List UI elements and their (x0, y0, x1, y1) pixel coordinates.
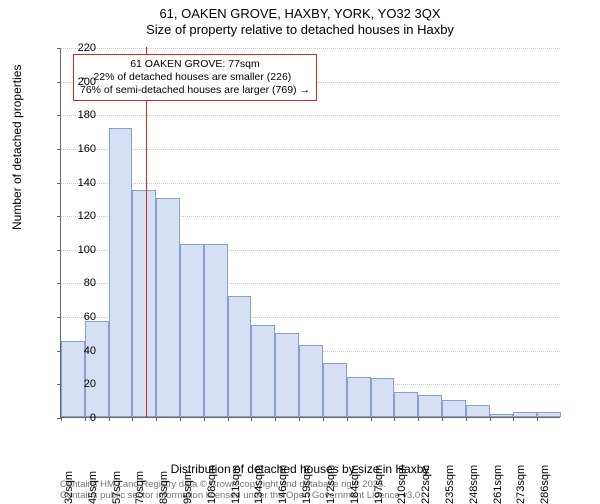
xtick-label: 32sqm (63, 471, 75, 504)
histogram-bar (275, 333, 299, 417)
ytick-mark (57, 82, 61, 83)
histogram-bar (204, 244, 228, 417)
chart-container: 61, OAKEN GROVE, HAXBY, YORK, YO32 3QX S… (0, 0, 600, 500)
title-block: 61, OAKEN GROVE, HAXBY, YORK, YO32 3QX S… (0, 0, 600, 39)
ytick-label: 0 (90, 412, 96, 424)
ytick-mark (57, 317, 61, 318)
plot-area: 61 OAKEN GROVE: 77sqm← 22% of detached h… (60, 48, 560, 418)
histogram-bar (180, 244, 204, 417)
ytick-label: 120 (78, 210, 96, 222)
histogram-bar (323, 363, 347, 417)
histogram-bar (132, 190, 156, 417)
xtick-label: 273sqm (515, 465, 527, 504)
xtick-mark (275, 417, 276, 421)
ytick-label: 200 (78, 76, 96, 88)
ytick-label: 140 (78, 177, 96, 189)
ytick-mark (57, 283, 61, 284)
gridline (61, 183, 560, 184)
xtick-mark (513, 417, 514, 421)
xtick-mark (537, 417, 538, 421)
property-marker-line (146, 47, 147, 417)
histogram-bar (442, 400, 466, 417)
xtick-label: 222sqm (420, 465, 432, 504)
xtick-label: 235sqm (444, 465, 456, 504)
ytick-label: 80 (84, 277, 96, 289)
xtick-label: 286sqm (539, 465, 551, 504)
ytick-label: 180 (78, 109, 96, 121)
xtick-mark (180, 417, 181, 421)
histogram-bar (513, 412, 537, 417)
ytick-label: 40 (84, 345, 96, 357)
histogram-bar (394, 392, 418, 417)
annotation-line2: ← 22% of detached houses are smaller (22… (80, 71, 310, 84)
annotation-line1: 61 OAKEN GROVE: 77sqm (80, 58, 310, 71)
xtick-mark (371, 417, 372, 421)
annotation-line3: 76% of semi-detached houses are larger (… (80, 84, 310, 97)
xtick-mark (109, 417, 110, 421)
ytick-mark (57, 115, 61, 116)
title-line2: Size of property relative to detached ho… (0, 22, 600, 38)
xtick-mark (156, 417, 157, 421)
xtick-label: 248sqm (468, 465, 480, 504)
histogram-bar (156, 198, 180, 417)
histogram-bar (109, 128, 133, 417)
xtick-label: 83sqm (158, 471, 170, 504)
xtick-label: 197sqm (373, 465, 385, 504)
xtick-label: 184sqm (349, 465, 361, 504)
xtick-label: 121sqm (230, 465, 242, 504)
title-line1: 61, OAKEN GROVE, HAXBY, YORK, YO32 3QX (0, 6, 600, 22)
xtick-mark (466, 417, 467, 421)
xtick-mark (347, 417, 348, 421)
xtick-label: 146sqm (277, 465, 289, 504)
gridline (61, 115, 560, 116)
xtick-label: 57sqm (111, 471, 123, 504)
xtick-label: 95sqm (182, 471, 194, 504)
histogram-bar (537, 412, 561, 417)
xtick-mark (394, 417, 395, 421)
xtick-mark (442, 417, 443, 421)
ytick-mark (57, 48, 61, 49)
histogram-bar (299, 345, 323, 417)
ytick-label: 220 (78, 42, 96, 54)
ytick-mark (57, 250, 61, 251)
xtick-label: 261sqm (492, 465, 504, 504)
xtick-mark (323, 417, 324, 421)
xtick-label: 159sqm (301, 465, 313, 504)
histogram-bar (490, 414, 514, 417)
xtick-mark (132, 417, 133, 421)
xtick-label: 210sqm (396, 465, 408, 504)
ytick-mark (57, 183, 61, 184)
ytick-label: 20 (84, 378, 96, 390)
xtick-mark (61, 417, 62, 421)
histogram-bar (371, 378, 395, 417)
annotation-box: 61 OAKEN GROVE: 77sqm← 22% of detached h… (73, 54, 317, 101)
histogram-bar (347, 377, 371, 417)
y-axis-label: Number of detached properties (10, 65, 24, 230)
ytick-mark (57, 216, 61, 217)
histogram-bar (228, 296, 252, 417)
xtick-label: 134sqm (253, 465, 265, 504)
gridline (61, 48, 560, 49)
gridline (61, 149, 560, 150)
xtick-label: 70sqm (134, 471, 146, 504)
xtick-label: 45sqm (87, 471, 99, 504)
histogram-bar (466, 405, 490, 417)
xtick-mark (204, 417, 205, 421)
xtick-mark (251, 417, 252, 421)
ytick-mark (57, 149, 61, 150)
xtick-mark (228, 417, 229, 421)
xtick-mark (418, 417, 419, 421)
ytick-label: 160 (78, 143, 96, 155)
xtick-label: 108sqm (206, 465, 218, 504)
ytick-label: 100 (78, 244, 96, 256)
xtick-label: 172sqm (325, 465, 337, 504)
histogram-bar (85, 321, 109, 417)
ytick-label: 60 (84, 311, 96, 323)
xtick-mark (490, 417, 491, 421)
xtick-mark (299, 417, 300, 421)
histogram-bar (251, 325, 275, 418)
histogram-bar (61, 341, 85, 417)
xtick-mark (85, 417, 86, 421)
histogram-bar (418, 395, 442, 417)
